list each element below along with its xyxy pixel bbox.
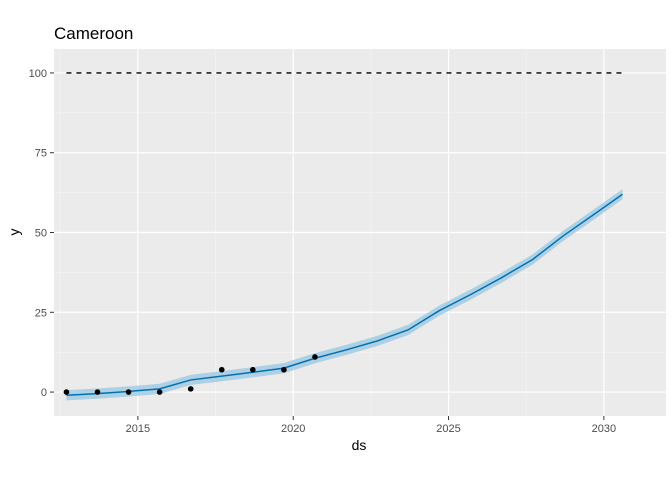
y-axis: 0 25 50 75 100 (29, 68, 54, 399)
y-tick-label: 75 (35, 148, 47, 160)
y-axis-label: y (6, 229, 22, 236)
x-axis: 2015 2020 2025 2030 (126, 416, 616, 435)
observed-point (156, 389, 163, 395)
x-tick-label: 2015 (126, 423, 150, 435)
observed-point (281, 366, 287, 373)
x-tick-label: 2020 (281, 423, 305, 435)
y-tick-label: 25 (35, 307, 47, 319)
y-tick-label: 100 (29, 68, 47, 80)
observed-point (218, 366, 225, 373)
y-tick-label: 50 (35, 228, 47, 240)
observed-point (312, 354, 318, 360)
observed-point (250, 366, 256, 373)
observed-points (63, 354, 318, 395)
y-tick-label: 0 (41, 387, 47, 399)
observed-point (125, 389, 132, 395)
x-tick-label: 2030 (592, 423, 616, 435)
x-axis-label: ds (352, 437, 367, 453)
forecast-line (66, 193, 623, 397)
observed-point (187, 386, 194, 392)
chart-title: Cameroon (54, 24, 133, 43)
x-tick-label: 2025 (436, 423, 460, 435)
observed-point (63, 389, 70, 395)
forecast-series-line (66, 193, 623, 397)
observed-point (94, 389, 101, 395)
